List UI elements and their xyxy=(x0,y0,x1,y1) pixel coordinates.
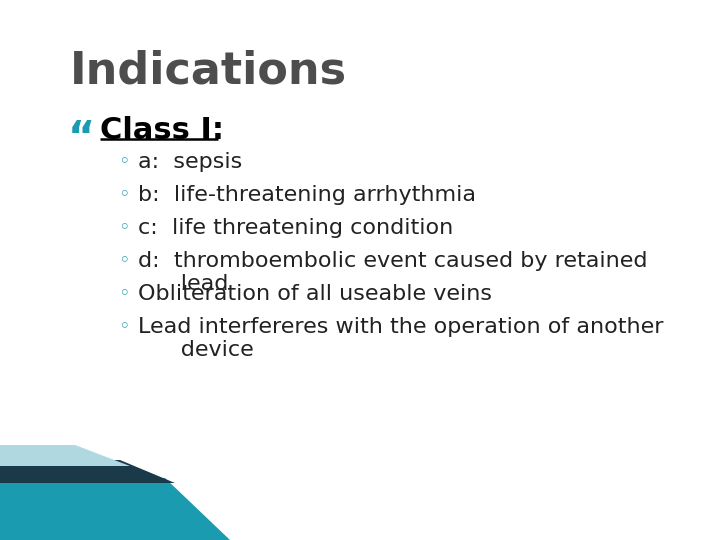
Text: “: “ xyxy=(68,118,95,160)
Text: ◦: ◦ xyxy=(118,218,130,237)
Text: ◦: ◦ xyxy=(118,317,130,336)
Text: Class I:: Class I: xyxy=(100,116,224,145)
Text: Indications: Indications xyxy=(70,50,347,93)
Text: ◦: ◦ xyxy=(118,284,130,303)
Text: a:  sepsis: a: sepsis xyxy=(138,152,242,172)
Text: ◦: ◦ xyxy=(118,185,130,204)
Text: b:  life-threatening arrhythmia: b: life-threatening arrhythmia xyxy=(138,185,476,205)
Polygon shape xyxy=(0,460,175,483)
Text: ◦: ◦ xyxy=(118,251,130,270)
Text: ◦: ◦ xyxy=(118,152,130,171)
Polygon shape xyxy=(0,478,230,540)
Text: d:  thromboembolic event caused by retained
      lead: d: thromboembolic event caused by retain… xyxy=(138,251,647,294)
Text: Lead interfereres with the operation of another
      device: Lead interfereres with the operation of … xyxy=(138,317,664,360)
Text: Obliteration of all useable veins: Obliteration of all useable veins xyxy=(138,284,492,304)
Polygon shape xyxy=(0,445,130,466)
Text: c:  life threatening condition: c: life threatening condition xyxy=(138,218,454,238)
